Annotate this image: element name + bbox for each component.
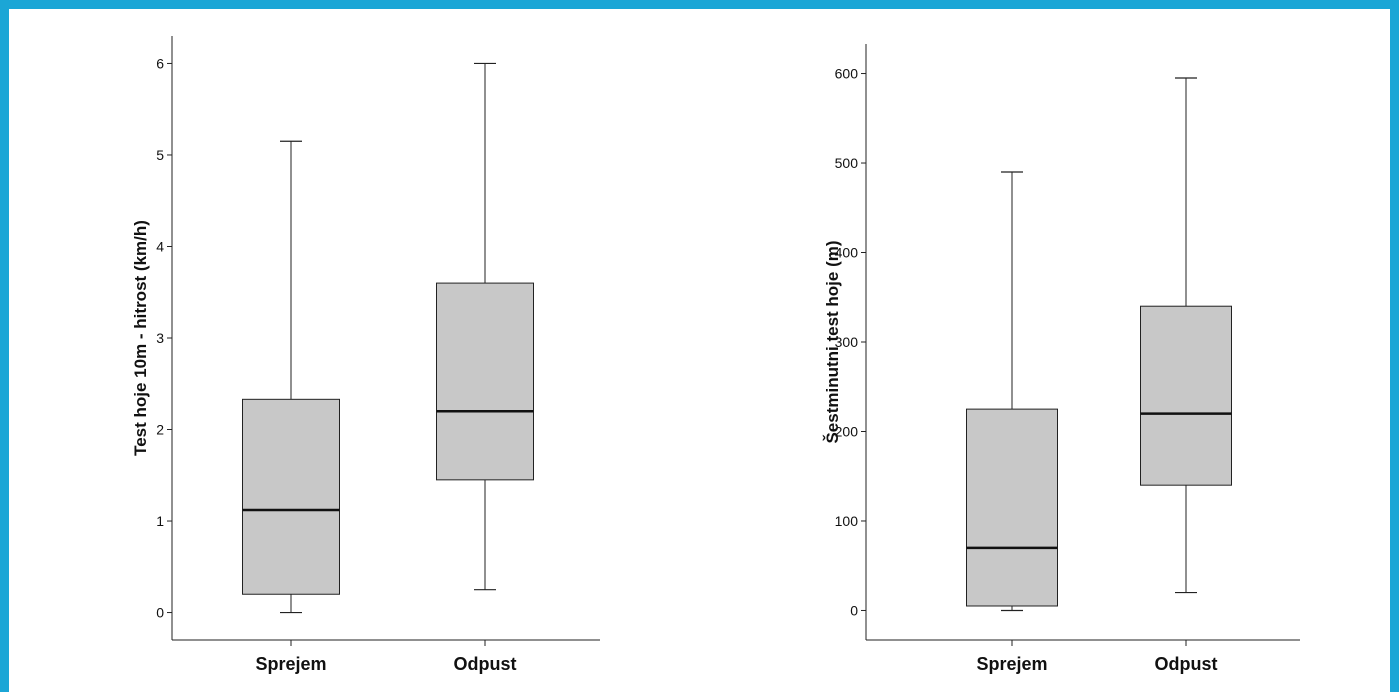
y-tick-label: 2 — [156, 422, 164, 438]
x-tick-label: Sprejem — [255, 654, 326, 674]
iqr-box — [436, 282, 534, 481]
x-tick-label: Odpust — [454, 654, 517, 674]
y-tick-label: 3 — [156, 330, 164, 346]
boxplot-walking-speed: Test hoje 10m - hitrost (km/h) 0 1 2 3 4 5 6 Sp… — [131, 36, 600, 674]
y-tick-label: 5 — [156, 147, 164, 163]
y-tick-label: 100 — [835, 513, 859, 529]
x-tick-label: Odpust — [1155, 654, 1218, 674]
y-tick-label: 500 — [835, 155, 859, 171]
iqr-box — [966, 408, 1058, 607]
y-axis-title: Test hoje 10m - hitrost (km/h) — [131, 220, 150, 456]
y-tick-label: 4 — [156, 238, 164, 254]
y-tick-label: 600 — [835, 66, 859, 82]
y-tick-label: 6 — [156, 55, 164, 71]
y-tick-label: 400 — [835, 245, 859, 261]
y-tick-label: 1 — [156, 513, 164, 529]
boxplot-six-minute-walk: Šestminutni test hoje (m) 0 100 200 300 400 5… — [823, 44, 1300, 674]
iqr-box — [242, 398, 340, 595]
y-tick-label: 300 — [835, 334, 859, 350]
y-tick-label: 200 — [835, 423, 859, 439]
iqr-box — [1140, 305, 1232, 486]
y-tick-label: 0 — [850, 602, 858, 618]
y-tick-label: 0 — [156, 605, 164, 621]
x-tick-label: Sprejem — [976, 654, 1047, 674]
y-axis-title: Šestminutni test hoje (m) — [823, 240, 842, 443]
